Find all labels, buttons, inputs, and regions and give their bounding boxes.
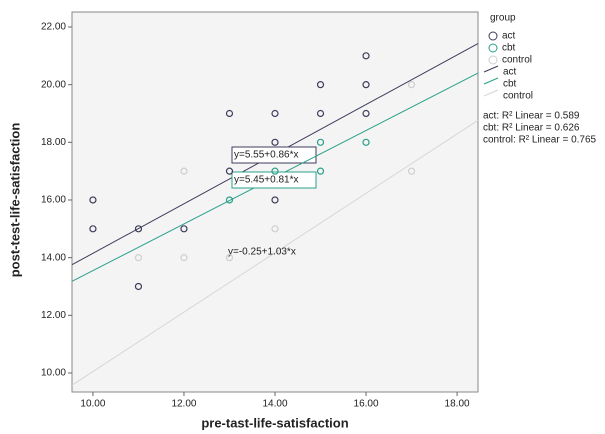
x-tick-label: 10.00 [80,399,105,410]
x-tick-label: 18.00 [445,399,470,410]
r2-label: act: R² Linear = 0.589 [483,111,580,122]
r2-label: cbt: R² Linear = 0.626 [483,123,580,134]
legend-line [484,66,498,72]
x-tick-label: 16.00 [354,399,379,410]
y-tick-label: 22.00 [41,22,66,33]
y-tick-label: 10.00 [41,368,66,379]
x-axis-label: pre-tast-life-satisfaction [201,415,348,430]
fit-equation: y=5.55+0.86*x [234,150,299,161]
legend-title: group [490,13,516,24]
legend-line-label: act [503,67,517,78]
plot-area [72,12,478,392]
legend-label: act [502,31,516,42]
legend-line-label: cbt [503,79,517,90]
fit-equation: y=5.45+0.81*x [234,175,299,186]
y-tick-label: 14.00 [41,252,66,263]
legend-line-label: control [503,91,533,102]
y-axis-label: post-test-life-satisfaction [7,123,22,278]
legend-label: cbt [502,43,516,54]
y-tick-label: 18.00 [41,137,66,148]
legend-marker [489,32,497,40]
legend-label: control [502,55,532,66]
y-tick-label: 20.00 [41,79,66,90]
legend-marker [489,44,497,52]
legend-line [484,90,498,96]
legend-line [484,78,498,84]
y-tick-label: 12.00 [41,310,66,321]
fit-equation: y=-0.25+1.03*x [228,247,296,258]
legend-marker [489,56,497,64]
x-tick-label: 12.00 [171,399,196,410]
x-tick-label: 14.00 [262,399,287,410]
y-tick-label: 16.00 [41,195,66,206]
r2-label: control: R² Linear = 0.765 [483,135,597,146]
chart: pre-tast-life-satisfaction post-test-lif… [0,0,605,434]
